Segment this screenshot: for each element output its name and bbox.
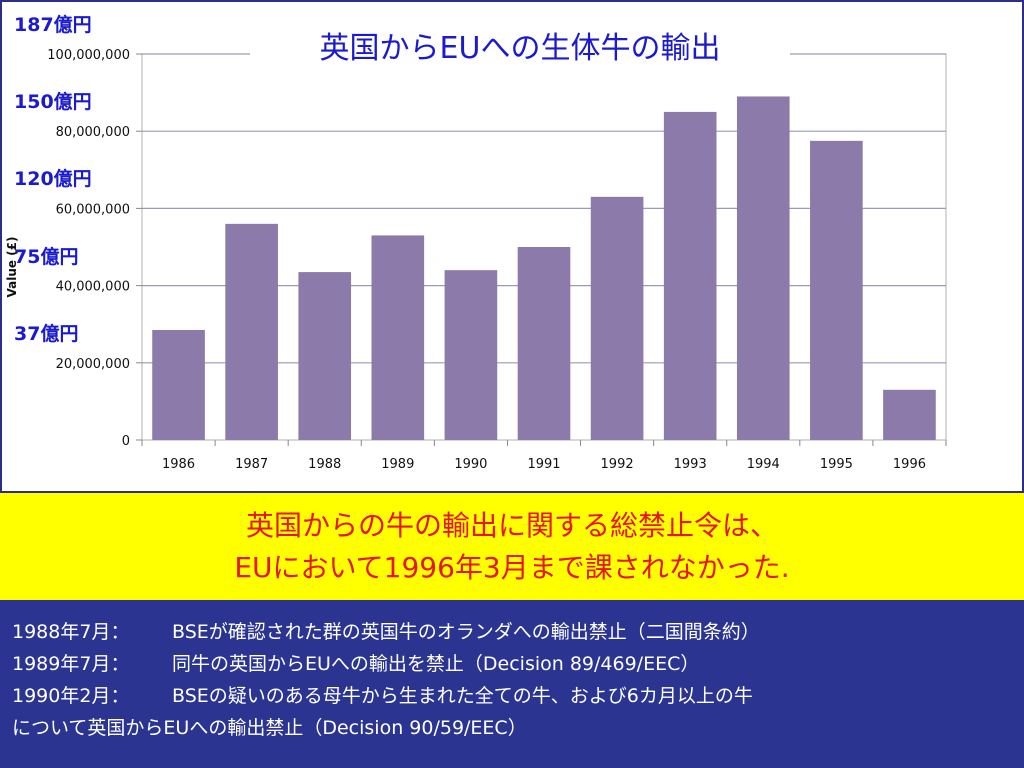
yen-annotation: 37億円 <box>14 322 79 345</box>
chart-panel: 0 20,000,000 40,000,000 60,000,000 80,000,00… <box>0 0 1024 493</box>
y-tick-label: 0 <box>122 434 130 449</box>
yen-annotation: 75億円 <box>14 245 79 268</box>
x-tick-label: 1987 <box>235 457 268 472</box>
y-tick-label: 100,000,000 <box>47 48 130 63</box>
conclusion-banner: 英国からの牛の輸出に関する総禁止令は、 EUにおいて1996年3月まで課されなか… <box>0 493 1024 600</box>
y-tick-label: 20,000,000 <box>56 357 130 372</box>
note-date: 1990年2月： <box>12 685 130 707</box>
regulation-notes: 1988年7月： BSEが確認された群の英国牛のオランダへの輸出禁止（二国間条約）… <box>0 600 1024 768</box>
x-tick-label: 1996 <box>893 457 926 472</box>
note-text: BSEの疑いのある母牛から生まれた全ての牛、および6カ月以上の牛 <box>172 685 753 707</box>
x-tick-label: 1992 <box>601 457 634 472</box>
bar <box>444 270 498 440</box>
note-text: について英国からEUへの輸出禁止（Decision 90/59/EEC） <box>12 717 527 739</box>
y-tick-label: 80,000,000 <box>56 125 130 140</box>
chart-title: 英国からEUへの生体牛の輸出 <box>320 31 721 66</box>
bar <box>298 272 352 440</box>
x-tick-label: 1995 <box>820 457 853 472</box>
bar <box>152 329 205 440</box>
bar <box>517 247 571 440</box>
x-tick-label: 1993 <box>674 457 707 472</box>
banner-line-2: EUにおいて1996年3月まで課されなかった. <box>234 551 790 584</box>
bar <box>590 196 644 440</box>
x-tick-label: 1988 <box>308 457 341 472</box>
note-line: について英国からEUへの輸出禁止（Decision 90/59/EEC） <box>12 712 1024 744</box>
y-tick-label: 40,000,000 <box>56 280 130 295</box>
bar <box>810 140 863 440</box>
note-text: 同牛の英国からEUへの輸出を禁止（Decision 89/469/EEC） <box>172 653 700 675</box>
yen-annotation: 120億円 <box>14 168 92 191</box>
note-text: BSEが確認された群の英国牛のオランダへの輸出禁止（二国間条約） <box>172 621 760 643</box>
x-tick-label: 1990 <box>454 457 487 472</box>
x-tick-label: 1991 <box>527 457 560 472</box>
bar-chart: 0 20,000,000 40,000,000 60,000,000 80,000,00… <box>5 28 947 472</box>
bar <box>371 235 425 440</box>
x-tick-label: 1986 <box>162 457 195 472</box>
note-line: 1990年2月： BSEの疑いのある母牛から生まれた全ての牛、および6カ月以上の牛 <box>12 680 1024 712</box>
bar <box>883 389 936 440</box>
yen-annotation: 150億円 <box>14 91 92 114</box>
bar <box>736 96 790 441</box>
note-date: 1988年7月： <box>12 621 130 643</box>
x-tick-label: 1989 <box>381 457 414 472</box>
note-line: 1988年7月： BSEが確認された群の英国牛のオランダへの輸出禁止（二国間条約） <box>12 616 1024 648</box>
y-axis-label: Value (£) <box>5 236 19 297</box>
note-date: 1989年7月： <box>12 653 130 675</box>
bar <box>663 111 717 441</box>
title-background <box>250 28 790 70</box>
x-tick-label: 1994 <box>747 457 780 472</box>
note-line: 1989年7月： 同牛の英国からEUへの輸出を禁止（Decision 89/469… <box>12 648 1024 680</box>
banner-line-1: 英国からの牛の輸出に関する総禁止令は、 <box>245 509 778 542</box>
y-tick-label: 60,000,000 <box>56 202 130 217</box>
bar <box>225 223 278 440</box>
yen-annotation: 187億円 <box>14 14 92 36</box>
